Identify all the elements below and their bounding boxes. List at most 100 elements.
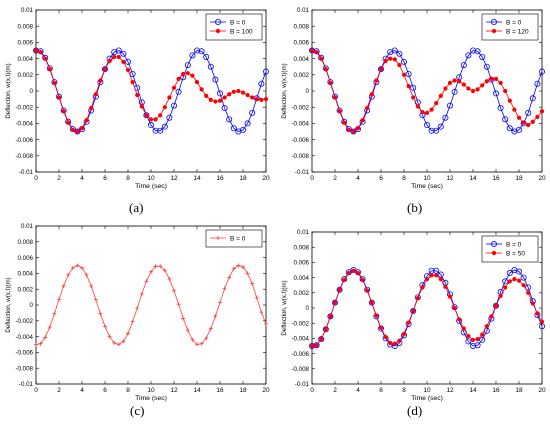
y-axis-label: Deflection, w(x,t)(m): [5, 277, 12, 332]
data-point: [250, 95, 255, 100]
data-point: [308, 47, 315, 54]
x-tick-label: 14: [469, 175, 477, 182]
data-point: [493, 76, 499, 81]
data-point: [378, 325, 384, 330]
y-tick-label: -0.008: [15, 153, 33, 160]
x-axis-label: Time (sec): [135, 395, 167, 402]
data-point: [126, 331, 130, 336]
y-tick-label: 0.008: [294, 244, 310, 251]
data-point: [245, 92, 250, 98]
data-point: [434, 273, 439, 278]
data-point: [80, 265, 84, 270]
panel-label-d: (d): [407, 403, 423, 418]
chart-panel: 0 2 4 6 8 10 12 14 16 18 20 -0.01 -0.008 -0.006 -0.004…: [5, 7, 270, 190]
data-point: [120, 50, 127, 57]
data-point: [480, 332, 485, 337]
data-point: [125, 67, 131, 73]
y-tick-label: -0.002: [291, 320, 309, 327]
data-point: [474, 48, 481, 55]
data-point: [391, 47, 398, 54]
data-point: [452, 305, 457, 311]
data-point: [185, 71, 190, 76]
data-point: [429, 273, 434, 278]
data-point: [203, 53, 210, 60]
data-point: [216, 90, 223, 97]
data-point: [355, 126, 361, 131]
data-point: [530, 301, 535, 306]
data-point: [158, 113, 163, 118]
data-point: [236, 263, 241, 268]
data-point: [215, 28, 221, 34]
data-point: [181, 316, 186, 321]
data-point: [520, 274, 527, 281]
data-point: [484, 79, 489, 84]
x-tick-label: 20: [538, 387, 546, 394]
x-tick-label: 0: [34, 387, 38, 394]
data-point: [107, 58, 112, 64]
data-point: [107, 334, 112, 339]
x-tick-label: 14: [193, 387, 201, 394]
legend-entry: B = 0: [506, 19, 522, 26]
data-point: [244, 120, 251, 127]
data-point: [406, 84, 411, 89]
data-point: [525, 284, 532, 291]
x-tick-label: 8: [402, 387, 406, 394]
data-point: [369, 300, 374, 305]
data-point: [465, 338, 472, 345]
data-point: [328, 80, 333, 85]
data-point: [365, 288, 370, 293]
data-point: [189, 52, 196, 59]
x-tick-label: 12: [446, 175, 454, 182]
x-tick-label: 16: [216, 175, 224, 182]
data-point: [245, 271, 250, 276]
data-point: [457, 79, 462, 84]
y-tick-label: 0.006: [18, 255, 34, 262]
data-point: [84, 118, 89, 123]
data-point: [332, 300, 338, 305]
x-tick-label: 2: [57, 387, 61, 394]
data-point: [433, 127, 440, 134]
y-tick-label: 0.006: [294, 40, 310, 47]
data-point: [331, 299, 338, 306]
data-point: [423, 122, 430, 129]
data-point: [147, 122, 154, 129]
y-axis-label: Deflection, w(x,t)(m): [281, 63, 288, 118]
y-tick-label: -0.004: [291, 121, 309, 128]
data-point: [480, 83, 485, 88]
series-line: [311, 269, 543, 347]
data-point: [415, 104, 420, 109]
data-point: [342, 277, 347, 282]
data-point: [365, 105, 370, 111]
data-point: [264, 321, 268, 326]
data-point: [161, 123, 168, 130]
data-point: [34, 342, 38, 347]
y-tick-label: -0.006: [291, 137, 309, 144]
data-point: [43, 56, 48, 61]
x-tick-label: 18: [239, 175, 247, 182]
data-point: [428, 127, 435, 134]
data-point: [204, 93, 209, 98]
y-tick-label: -0.004: [15, 334, 33, 341]
y-tick-label: 0.002: [294, 290, 310, 297]
data-point: [479, 53, 486, 60]
data-point: [176, 76, 181, 81]
x-tick-label: 2: [333, 175, 337, 182]
legend-box: [481, 13, 539, 41]
x-axis-label: Time (sec): [135, 183, 167, 190]
data-point: [121, 59, 126, 64]
data-point: [89, 284, 94, 289]
data-point: [470, 337, 476, 343]
data-point: [75, 129, 80, 134]
data-point: [475, 87, 480, 92]
y-tick-label: 0.004: [18, 56, 34, 63]
x-tick-label: 0: [34, 175, 38, 182]
data-point: [461, 326, 466, 331]
data-point: [171, 85, 177, 90]
data-point: [469, 342, 476, 349]
legend: B = 0: [205, 229, 263, 248]
x-tick-label: 14: [469, 387, 477, 394]
data-point: [451, 88, 458, 95]
data-point: [410, 84, 417, 91]
y-tick-label: -0.01: [19, 381, 34, 388]
data-point: [121, 339, 126, 344]
